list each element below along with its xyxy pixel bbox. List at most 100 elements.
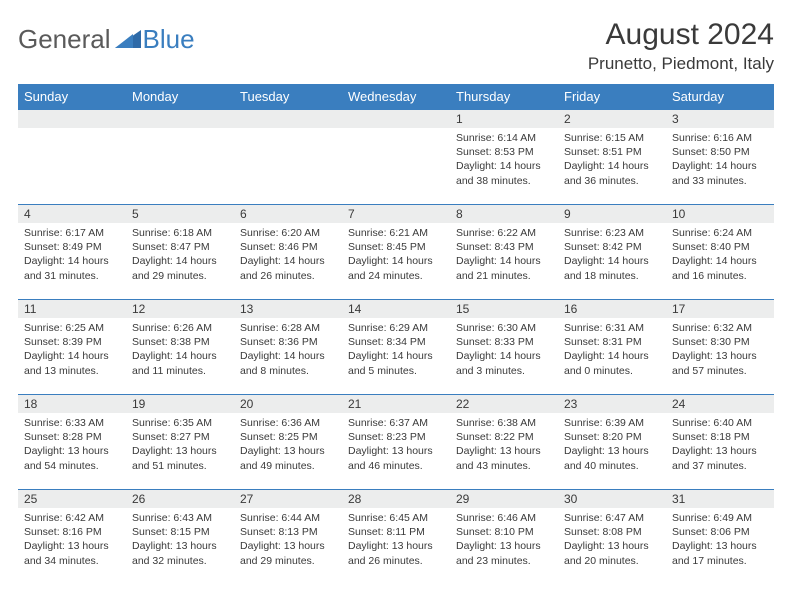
day-header: Tuesday <box>234 84 342 110</box>
day-info: Sunrise: 6:18 AMSunset: 8:47 PMDaylight:… <box>126 223 234 287</box>
day-number: 29 <box>450 490 558 508</box>
calendar-week-row: 18Sunrise: 6:33 AMSunset: 8:28 PMDayligh… <box>18 395 774 490</box>
day-number: 14 <box>342 300 450 318</box>
day-header: Monday <box>126 84 234 110</box>
calendar-cell <box>18 110 126 205</box>
day-info: Sunrise: 6:15 AMSunset: 8:51 PMDaylight:… <box>558 128 666 192</box>
day-header: Sunday <box>18 84 126 110</box>
day-info: Sunrise: 6:46 AMSunset: 8:10 PMDaylight:… <box>450 508 558 572</box>
day-info: Sunrise: 6:23 AMSunset: 8:42 PMDaylight:… <box>558 223 666 287</box>
title-block: August 2024 Prunetto, Piedmont, Italy <box>588 18 774 74</box>
day-number: 19 <box>126 395 234 413</box>
day-info: Sunrise: 6:39 AMSunset: 8:20 PMDaylight:… <box>558 413 666 477</box>
day-number: 8 <box>450 205 558 223</box>
day-info: Sunrise: 6:32 AMSunset: 8:30 PMDaylight:… <box>666 318 774 382</box>
day-info: Sunrise: 6:26 AMSunset: 8:38 PMDaylight:… <box>126 318 234 382</box>
day-info: Sunrise: 6:33 AMSunset: 8:28 PMDaylight:… <box>18 413 126 477</box>
calendar-cell: 29Sunrise: 6:46 AMSunset: 8:10 PMDayligh… <box>450 490 558 585</box>
day-info: Sunrise: 6:28 AMSunset: 8:36 PMDaylight:… <box>234 318 342 382</box>
calendar-week-row: 4Sunrise: 6:17 AMSunset: 8:49 PMDaylight… <box>18 205 774 300</box>
calendar-cell <box>126 110 234 205</box>
calendar-cell: 25Sunrise: 6:42 AMSunset: 8:16 PMDayligh… <box>18 490 126 585</box>
calendar-cell: 6Sunrise: 6:20 AMSunset: 8:46 PMDaylight… <box>234 205 342 300</box>
calendar-cell: 28Sunrise: 6:45 AMSunset: 8:11 PMDayligh… <box>342 490 450 585</box>
logo: General Blue <box>18 18 195 55</box>
day-number: 16 <box>558 300 666 318</box>
calendar-cell: 13Sunrise: 6:28 AMSunset: 8:36 PMDayligh… <box>234 300 342 395</box>
calendar-cell: 16Sunrise: 6:31 AMSunset: 8:31 PMDayligh… <box>558 300 666 395</box>
day-number: 10 <box>666 205 774 223</box>
day-info: Sunrise: 6:44 AMSunset: 8:13 PMDaylight:… <box>234 508 342 572</box>
day-info: Sunrise: 6:36 AMSunset: 8:25 PMDaylight:… <box>234 413 342 477</box>
day-number: 31 <box>666 490 774 508</box>
day-info: Sunrise: 6:37 AMSunset: 8:23 PMDaylight:… <box>342 413 450 477</box>
day-header: Wednesday <box>342 84 450 110</box>
calendar-week-row: 25Sunrise: 6:42 AMSunset: 8:16 PMDayligh… <box>18 490 774 585</box>
calendar-cell: 8Sunrise: 6:22 AMSunset: 8:43 PMDaylight… <box>450 205 558 300</box>
calendar-cell: 15Sunrise: 6:30 AMSunset: 8:33 PMDayligh… <box>450 300 558 395</box>
day-info: Sunrise: 6:43 AMSunset: 8:15 PMDaylight:… <box>126 508 234 572</box>
day-info: Sunrise: 6:17 AMSunset: 8:49 PMDaylight:… <box>18 223 126 287</box>
calendar-cell: 23Sunrise: 6:39 AMSunset: 8:20 PMDayligh… <box>558 395 666 490</box>
calendar-cell: 12Sunrise: 6:26 AMSunset: 8:38 PMDayligh… <box>126 300 234 395</box>
calendar-cell: 24Sunrise: 6:40 AMSunset: 8:18 PMDayligh… <box>666 395 774 490</box>
calendar-cell <box>234 110 342 205</box>
day-number: 27 <box>234 490 342 508</box>
day-info: Sunrise: 6:38 AMSunset: 8:22 PMDaylight:… <box>450 413 558 477</box>
day-info: Sunrise: 6:31 AMSunset: 8:31 PMDaylight:… <box>558 318 666 382</box>
calendar-cell: 4Sunrise: 6:17 AMSunset: 8:49 PMDaylight… <box>18 205 126 300</box>
day-info: Sunrise: 6:22 AMSunset: 8:43 PMDaylight:… <box>450 223 558 287</box>
calendar-cell: 2Sunrise: 6:15 AMSunset: 8:51 PMDaylight… <box>558 110 666 205</box>
calendar-cell: 27Sunrise: 6:44 AMSunset: 8:13 PMDayligh… <box>234 490 342 585</box>
calendar-cell <box>342 110 450 205</box>
day-number: 7 <box>342 205 450 223</box>
calendar-cell: 17Sunrise: 6:32 AMSunset: 8:30 PMDayligh… <box>666 300 774 395</box>
day-number: 13 <box>234 300 342 318</box>
day-info: Sunrise: 6:45 AMSunset: 8:11 PMDaylight:… <box>342 508 450 572</box>
calendar-cell: 22Sunrise: 6:38 AMSunset: 8:22 PMDayligh… <box>450 395 558 490</box>
day-info: Sunrise: 6:24 AMSunset: 8:40 PMDaylight:… <box>666 223 774 287</box>
day-info: Sunrise: 6:42 AMSunset: 8:16 PMDaylight:… <box>18 508 126 572</box>
day-header: Thursday <box>450 84 558 110</box>
calendar-cell: 30Sunrise: 6:47 AMSunset: 8:08 PMDayligh… <box>558 490 666 585</box>
day-number: 5 <box>126 205 234 223</box>
calendar-cell: 1Sunrise: 6:14 AMSunset: 8:53 PMDaylight… <box>450 110 558 205</box>
day-info: Sunrise: 6:29 AMSunset: 8:34 PMDaylight:… <box>342 318 450 382</box>
calendar-cell: 5Sunrise: 6:18 AMSunset: 8:47 PMDaylight… <box>126 205 234 300</box>
calendar-cell: 7Sunrise: 6:21 AMSunset: 8:45 PMDaylight… <box>342 205 450 300</box>
day-number: 6 <box>234 205 342 223</box>
page-title: August 2024 <box>588 18 774 52</box>
day-number: 9 <box>558 205 666 223</box>
day-number-empty <box>234 110 342 128</box>
day-number: 2 <box>558 110 666 128</box>
day-info: Sunrise: 6:30 AMSunset: 8:33 PMDaylight:… <box>450 318 558 382</box>
day-number: 25 <box>18 490 126 508</box>
header: General Blue August 2024 Prunetto, Piedm… <box>18 18 774 74</box>
day-number: 12 <box>126 300 234 318</box>
day-info: Sunrise: 6:49 AMSunset: 8:06 PMDaylight:… <box>666 508 774 572</box>
day-number: 1 <box>450 110 558 128</box>
calendar-cell: 9Sunrise: 6:23 AMSunset: 8:42 PMDaylight… <box>558 205 666 300</box>
day-number: 23 <box>558 395 666 413</box>
day-info: Sunrise: 6:14 AMSunset: 8:53 PMDaylight:… <box>450 128 558 192</box>
calendar-cell: 11Sunrise: 6:25 AMSunset: 8:39 PMDayligh… <box>18 300 126 395</box>
day-number: 17 <box>666 300 774 318</box>
day-info: Sunrise: 6:40 AMSunset: 8:18 PMDaylight:… <box>666 413 774 477</box>
day-number: 15 <box>450 300 558 318</box>
calendar-cell: 20Sunrise: 6:36 AMSunset: 8:25 PMDayligh… <box>234 395 342 490</box>
day-info: Sunrise: 6:16 AMSunset: 8:50 PMDaylight:… <box>666 128 774 192</box>
day-info: Sunrise: 6:47 AMSunset: 8:08 PMDaylight:… <box>558 508 666 572</box>
calendar-table: SundayMondayTuesdayWednesdayThursdayFrid… <box>18 84 774 585</box>
day-number: 18 <box>18 395 126 413</box>
day-header: Friday <box>558 84 666 110</box>
calendar-cell: 18Sunrise: 6:33 AMSunset: 8:28 PMDayligh… <box>18 395 126 490</box>
logo-text-1: General <box>18 24 111 55</box>
day-number-empty <box>126 110 234 128</box>
calendar-cell: 26Sunrise: 6:43 AMSunset: 8:15 PMDayligh… <box>126 490 234 585</box>
day-number: 3 <box>666 110 774 128</box>
calendar-cell: 21Sunrise: 6:37 AMSunset: 8:23 PMDayligh… <box>342 395 450 490</box>
day-number-empty <box>18 110 126 128</box>
day-number: 26 <box>126 490 234 508</box>
day-info: Sunrise: 6:20 AMSunset: 8:46 PMDaylight:… <box>234 223 342 287</box>
day-number: 30 <box>558 490 666 508</box>
